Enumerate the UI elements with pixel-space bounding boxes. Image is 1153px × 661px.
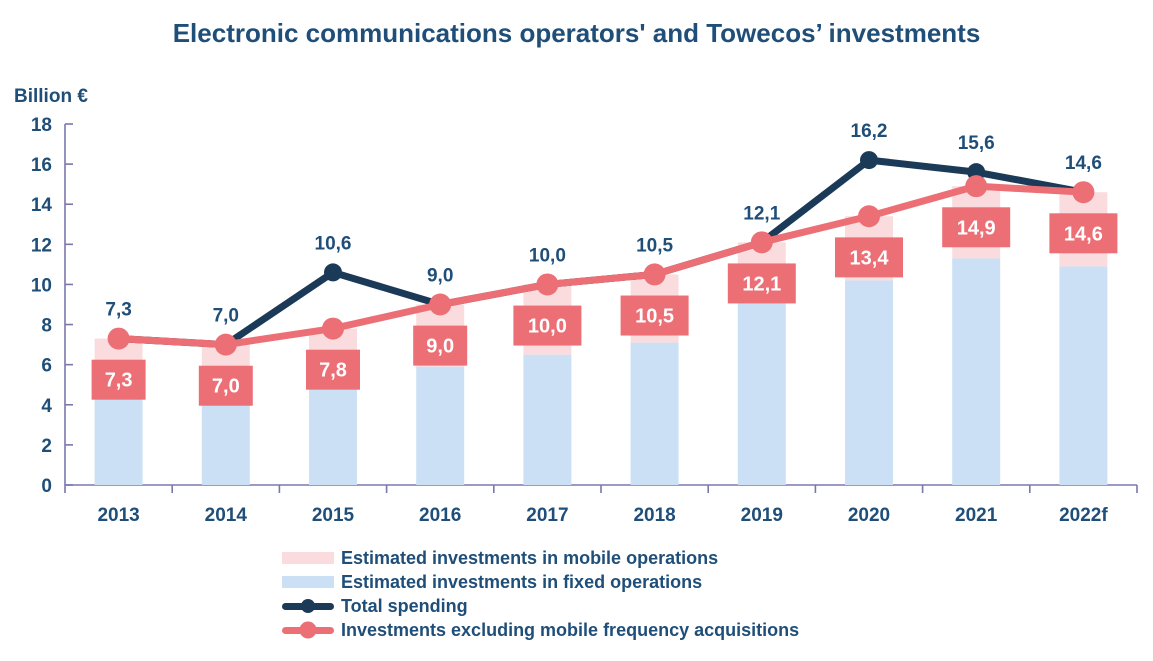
legend-dot-icon [299, 621, 317, 639]
excl-frequencies-line-point [322, 317, 344, 340]
y-tick-label: 2 [41, 436, 52, 457]
value-box [727, 263, 796, 304]
x-tick-label: 2013 [97, 505, 139, 526]
total-spending-value-label: 10,6 [315, 233, 352, 254]
total-spending-value-label: 9,0 [427, 266, 453, 287]
total-spending-value-label: 12,1 [743, 203, 780, 224]
bar-fixed-2016 [416, 366, 465, 485]
legend-label-mobile: Estimated investments in mobile operatio… [341, 547, 719, 568]
y-tick-label: 8 [41, 316, 52, 337]
x-tick-label: 2022f [1059, 505, 1108, 526]
excl-frequencies-line-point [643, 263, 666, 286]
value-box [513, 305, 582, 346]
value-box [1049, 213, 1118, 254]
x-tick-label: 2015 [312, 505, 355, 526]
y-tick-label: 10 [31, 275, 52, 296]
legend-item-fixed-investments: Estimated investments in fixed operation… [282, 570, 799, 594]
legend-item-excl-frequencies: Investments excluding mobile frequency a… [282, 618, 799, 642]
bar-fixed-2022f [1059, 266, 1108, 485]
y-tick-label: 0 [41, 476, 52, 497]
excl-frequencies-line-point [536, 273, 559, 296]
value-box-label: 7,0 [212, 376, 240, 398]
value-box-label: 12,1 [742, 273, 781, 295]
legend-label-total-spending: Total spending [341, 595, 468, 616]
total-spending-value-label: 10,0 [529, 245, 566, 266]
excl-frequencies-line-point [429, 293, 452, 316]
value-box [413, 325, 468, 366]
y-tick-label: 18 [31, 115, 52, 136]
excl-frequencies-line-point [214, 333, 237, 356]
y-axis-unit-label: Billion € [14, 86, 88, 107]
excl-frequencies-line [107, 175, 1095, 356]
excl-frequencies-line-point [107, 327, 130, 350]
excl-frequencies-line-point [750, 231, 773, 254]
bar-fixed-2014 [201, 396, 250, 485]
legend: Estimated investments in mobile operatio… [282, 546, 799, 642]
legend-swatch-total-spending [282, 599, 334, 613]
y-tick-label: 4 [41, 396, 52, 417]
bar-fixed-2015 [309, 388, 357, 485]
excl-frequencies-line-point [965, 175, 988, 198]
bar-fixed-2018 [630, 342, 679, 485]
excl-frequencies-line-point [1072, 181, 1095, 204]
total-spending-line [109, 151, 1093, 354]
x-tick-label: 2020 [848, 505, 890, 526]
total-spending-value-label: 7,0 [213, 306, 239, 327]
legend-swatch-fixed [282, 576, 334, 588]
y-tick-label: 14 [31, 195, 53, 216]
y-tick-label: 12 [31, 235, 52, 256]
value-box [620, 295, 689, 336]
x-tick-label: 2021 [955, 505, 998, 526]
legend-item-total-spending: Total spending [282, 594, 799, 618]
value-box [942, 207, 1011, 248]
value-box [835, 237, 903, 278]
value-box-label: 7,8 [319, 360, 347, 382]
value-box-label: 13,4 [850, 247, 890, 269]
x-tick-label: 2016 [419, 505, 461, 526]
legend-label-fixed: Estimated investments in fixed operation… [341, 571, 703, 592]
value-box-label: 14,6 [1064, 223, 1103, 245]
value-box [91, 359, 146, 400]
bar-fixed-2017 [523, 354, 572, 485]
value-box [198, 365, 253, 406]
total-spending-value-label: 16,2 [851, 121, 888, 142]
total-spending-line-point [324, 263, 342, 282]
value-box-label: 9,0 [426, 336, 454, 358]
y-tick-label: 6 [41, 356, 52, 377]
chart-title: Electronic communications operators' and… [172, 18, 981, 48]
bar-fixed-2019 [737, 298, 786, 485]
x-tick-label: 2018 [633, 505, 675, 526]
y-tick-label: 16 [31, 155, 52, 176]
x-axis-labels: 2013 2014 2015 2016 2017 2018 2019 2020 2021 2022… [97, 505, 1108, 526]
bar-fixed-2020 [845, 280, 893, 485]
total-spending-value-label: 14,6 [1065, 153, 1102, 174]
legend-label-excl-frequencies: Investments excluding mobile frequency a… [341, 619, 800, 640]
total-spending-value-label: 7,3 [105, 300, 131, 321]
excl-frequencies-labels: 7,3 7,0 7,8 9,0 10,0 10,5 12,1 13,4 14,9 14,6 [91, 207, 1118, 406]
x-tick-label: 2017 [526, 505, 568, 526]
value-box-label: 14,9 [957, 217, 996, 239]
total-spending-labels: 7,3 7,0 10,6 9,0 10,0 10,5 12,1 16,2 15,6 14,6 [105, 121, 1102, 327]
bar-fixed-2021 [952, 258, 1001, 485]
excl-frequencies-line-point [858, 205, 880, 228]
bar-fixed-2013 [94, 392, 143, 485]
value-box-label: 10,5 [635, 306, 674, 328]
legend-dot-icon [301, 599, 315, 613]
x-tick-label: 2019 [741, 505, 783, 526]
value-box-label: 7,3 [105, 370, 133, 392]
total-spending-value-label: 10,5 [636, 235, 673, 256]
value-box [306, 349, 360, 390]
total-spending-value-label: 15,6 [958, 133, 995, 154]
legend-swatch-mobile [282, 552, 334, 564]
x-tick-label: 2014 [205, 505, 248, 526]
legend-swatch-excl-frequencies [282, 621, 334, 639]
value-box-label: 10,0 [528, 316, 567, 338]
total-spending-line-point [860, 151, 878, 170]
legend-item-mobile-investments: Estimated investments in mobile operatio… [282, 546, 799, 570]
